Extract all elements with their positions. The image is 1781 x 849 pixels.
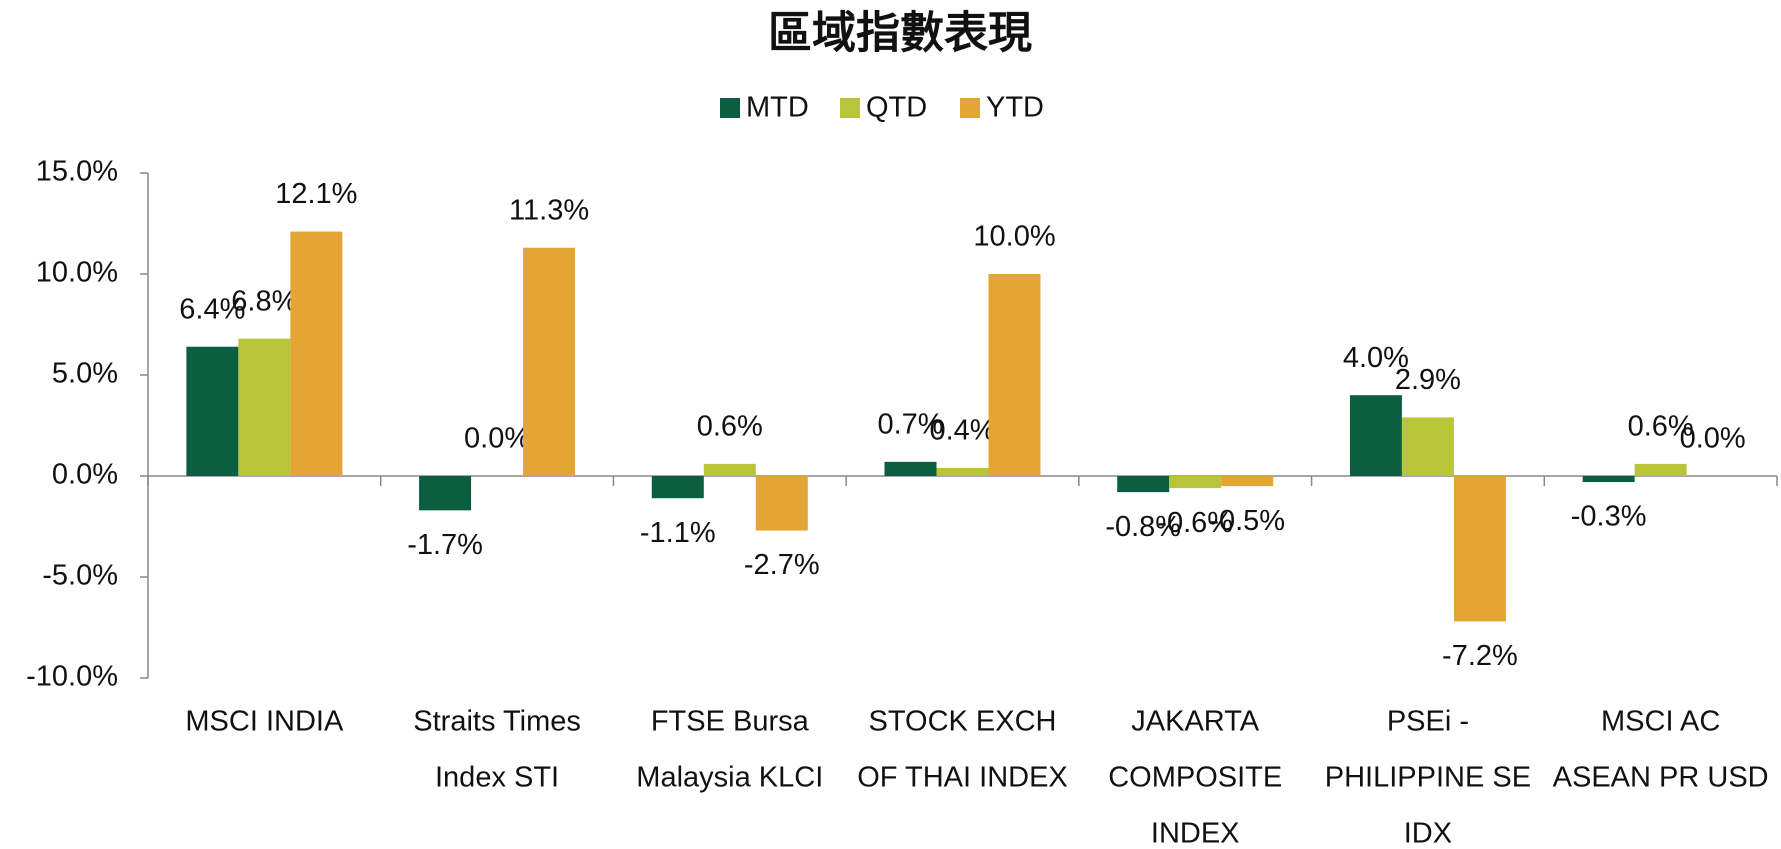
y-tick-label: 0.0% [52, 459, 118, 491]
value-label: -0.3% [1571, 501, 1647, 533]
value-label: 6.4% [179, 293, 245, 325]
x-tick-label: INDEX [1151, 818, 1240, 849]
legend-label: MTD [746, 92, 809, 124]
x-tick-label: JAKARTA [1131, 706, 1260, 738]
value-label: 12.1% [275, 178, 357, 210]
value-label: 4.0% [1343, 342, 1409, 374]
bar [1117, 476, 1170, 493]
x-tick-label: STOCK EXCH [868, 706, 1056, 738]
x-tick-label: PHILIPPINE SE [1325, 762, 1531, 794]
bar [523, 247, 576, 476]
y-tick-label: 5.0% [52, 358, 118, 390]
x-tick-label: OF THAI INDEX [857, 762, 1068, 794]
bar [884, 461, 937, 476]
legend-swatch [720, 98, 740, 118]
x-tick-label: Straits Times [413, 706, 581, 738]
x-tick-label: COMPOSITE [1108, 762, 1282, 794]
bar [1401, 417, 1454, 476]
bar [238, 338, 291, 476]
value-label: 2.9% [1395, 364, 1461, 396]
value-label: -0.8% [1105, 511, 1181, 543]
bar [1169, 476, 1222, 489]
value-label: -1.7% [407, 529, 483, 561]
value-label: 0.4% [929, 415, 995, 447]
x-tick-label: PSEi - [1387, 706, 1469, 738]
value-label: 10.0% [973, 221, 1055, 253]
bar [1582, 476, 1635, 483]
value-label: 0.7% [877, 409, 943, 441]
value-label: -0.5% [1209, 505, 1285, 537]
x-tick-label: FTSE Bursa [651, 706, 810, 738]
y-tick-label: -5.0% [42, 560, 118, 592]
value-label: -2.7% [744, 549, 820, 581]
x-tick-label: ASEAN PR USD [1553, 762, 1769, 794]
value-label: 6.8% [231, 285, 297, 317]
x-tick-label: MSCI AC [1601, 706, 1720, 738]
bar [186, 346, 239, 476]
legend-swatch [960, 98, 980, 118]
y-tick-label: -10.0% [26, 661, 118, 693]
value-label: 0.6% [697, 411, 763, 443]
y-tick-label: 15.0% [36, 156, 118, 188]
legend-swatch [840, 98, 860, 118]
bar [1221, 476, 1274, 487]
legend-label: QTD [866, 92, 927, 124]
y-tick-label: 10.0% [36, 257, 118, 289]
value-label: 0.0% [464, 423, 530, 455]
value-label: 11.3% [509, 194, 589, 226]
bar [703, 463, 756, 476]
bar [988, 274, 1041, 476]
x-tick-label: Malaysia KLCI [636, 762, 823, 794]
bar [651, 476, 704, 499]
bar [755, 476, 808, 531]
value-label: -0.6% [1157, 507, 1233, 539]
bar [419, 476, 472, 511]
value-label: -7.2% [1442, 640, 1518, 672]
value-label: 0.0% [1680, 423, 1746, 455]
value-label: 0.6% [1628, 411, 1694, 443]
x-tick-label: IDX [1404, 818, 1452, 849]
bar [1453, 476, 1506, 622]
chart-title: 區域指數表現 [768, 9, 1032, 58]
legend-label: YTD [986, 92, 1044, 124]
bar [290, 231, 343, 476]
bar [1634, 463, 1687, 476]
value-label: -1.1% [640, 517, 716, 549]
bar [1349, 395, 1402, 476]
x-tick-label: Index STI [435, 762, 559, 794]
x-tick-label: MSCI INDIA [185, 706, 344, 738]
bar [936, 467, 989, 476]
